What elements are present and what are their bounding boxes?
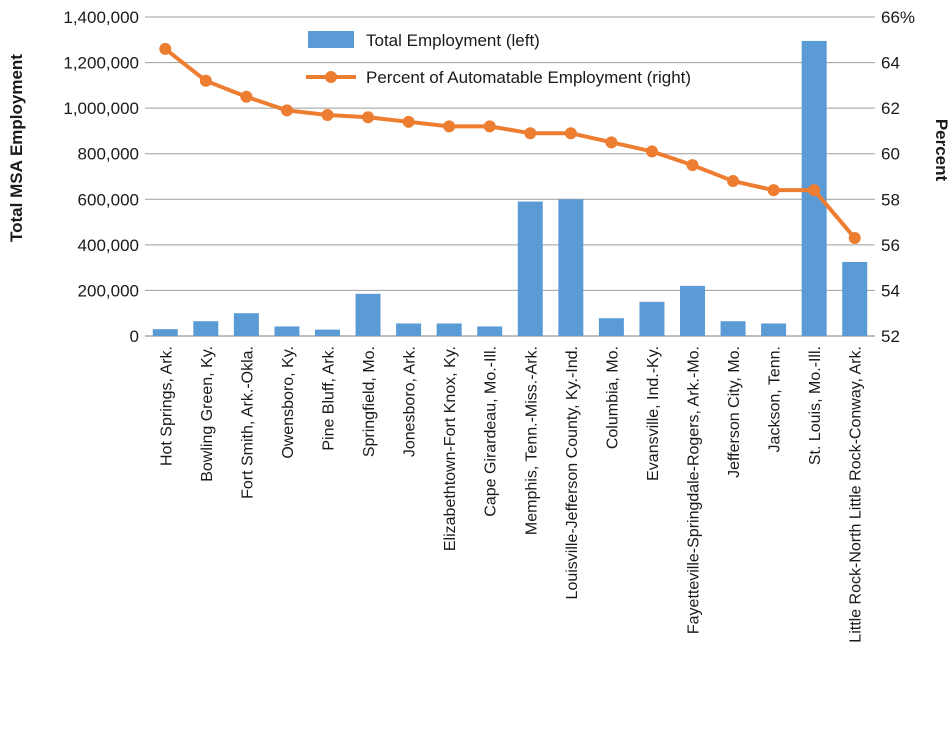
line-point xyxy=(808,184,821,197)
line-point xyxy=(443,120,456,133)
bar xyxy=(517,201,543,336)
bar xyxy=(558,199,584,336)
series-line xyxy=(164,47,857,240)
line-point xyxy=(280,104,293,117)
category-label: Columbia, Mo. xyxy=(604,346,621,449)
category-label: Little Rock-North Little Rock-Conway, Ar… xyxy=(848,346,865,643)
category-label: Pine Bluff, Ark. xyxy=(321,346,338,451)
category-label: Owensboro, Ky. xyxy=(280,346,297,459)
legend-line-marker xyxy=(325,71,337,83)
left-axis-ticks: 0 200,000 400,000 600,000 800,000 1,000,000 1,… xyxy=(63,8,139,346)
right-tick-label: 66% xyxy=(881,8,915,27)
legend-line-label: Percent of Automatable Employment (right… xyxy=(366,68,691,87)
legend-bar-label: Total Employment (left) xyxy=(366,31,540,50)
category-label: Elizabethtown-Fort Knox, Ky. xyxy=(442,346,459,551)
right-tick-label: 54 xyxy=(881,281,900,300)
line-point xyxy=(848,232,861,245)
category-label: Jackson, Tenn. xyxy=(767,346,784,452)
category-label: St. Louis, Mo.-Ill. xyxy=(807,346,824,465)
line-point xyxy=(645,145,658,158)
bar xyxy=(639,301,665,336)
line-point xyxy=(362,111,375,124)
left-tick-label: 400,000 xyxy=(78,236,139,255)
bar xyxy=(315,329,340,336)
left-axis-title: Total MSA Employment xyxy=(7,54,26,242)
line-point xyxy=(564,127,577,140)
left-tick-label: 1,200,000 xyxy=(63,54,139,73)
bar xyxy=(477,326,503,336)
line-point xyxy=(159,42,172,55)
right-tick-label: 56 xyxy=(881,236,900,255)
left-tick-label: 0 xyxy=(130,327,139,346)
bar xyxy=(680,285,705,336)
legend-bar-swatch xyxy=(308,31,354,48)
category-label: Jonesboro, Ark. xyxy=(402,346,419,457)
left-tick-label: 800,000 xyxy=(78,145,139,164)
category-label: Jefferson City, Mo. xyxy=(726,346,743,478)
right-tick-label: 52 xyxy=(881,327,900,346)
gridlines xyxy=(145,16,875,337)
right-tick-label: 64 xyxy=(881,54,900,73)
bar xyxy=(761,323,787,336)
left-tick-label: 600,000 xyxy=(78,190,139,209)
bar xyxy=(598,318,624,336)
line-point xyxy=(767,184,780,197)
right-tick-label: 58 xyxy=(881,190,900,209)
bar xyxy=(436,323,462,336)
category-label: Springfield, Mo. xyxy=(361,346,378,457)
right-tick-label: 62 xyxy=(881,99,900,118)
category-labels: Hot Springs, Ark. Bowling Green, Ky. Fort … xyxy=(158,346,864,643)
category-label: Louisville-Jefferson County, Ky.-Ind. xyxy=(564,346,581,599)
category-label: Hot Springs, Ark. xyxy=(158,346,175,466)
line-point xyxy=(727,175,740,188)
category-label: Fayetteville-Springdale-Rogers, Ark.-Mo. xyxy=(686,346,703,634)
line-point xyxy=(483,120,496,133)
line-series xyxy=(159,42,861,245)
line-point xyxy=(240,90,253,103)
line-point xyxy=(605,136,618,149)
line-point xyxy=(199,74,212,87)
line-point xyxy=(321,108,334,121)
category-label: Bowling Green, Ky. xyxy=(199,346,216,482)
category-label: Memphis, Tenn.-Miss.-Ark. xyxy=(523,346,540,535)
bar xyxy=(355,293,381,336)
line-point xyxy=(524,127,537,140)
bar xyxy=(842,261,868,336)
bar xyxy=(720,321,746,336)
right-axis-ticks: 52 54 56 58 60 62 64 66% xyxy=(881,8,915,346)
right-tick-label: 60 xyxy=(881,145,900,164)
bar xyxy=(396,323,422,336)
left-tick-label: 1,000,000 xyxy=(63,99,139,118)
category-label: Cape Girardeau, Mo.-Ill. xyxy=(483,346,500,517)
bar xyxy=(193,321,219,336)
legend: Total Employment (left) Percent of Autom… xyxy=(306,31,691,87)
bar xyxy=(274,326,300,336)
left-tick-label: 200,000 xyxy=(78,281,139,300)
category-label: Fort Smith, Ark.-Okla. xyxy=(239,346,256,499)
line-point xyxy=(402,115,415,128)
category-label: Evansville, Ind.-Ky. xyxy=(645,346,662,481)
bar xyxy=(233,313,259,336)
left-tick-label: 1,400,000 xyxy=(63,8,139,27)
right-axis-title: Percent xyxy=(932,119,951,182)
bar xyxy=(152,329,178,336)
bar-series xyxy=(152,40,868,337)
line-point xyxy=(686,159,699,172)
